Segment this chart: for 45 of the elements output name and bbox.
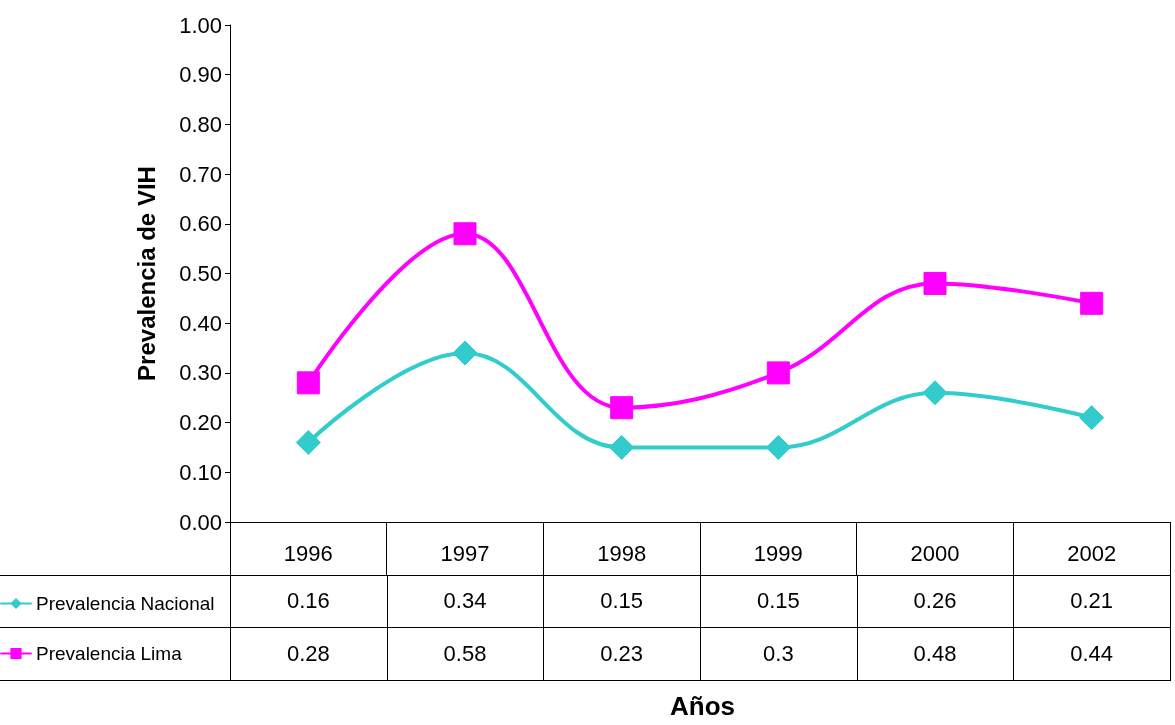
legend-label: Prevalencia Nacional xyxy=(36,593,215,614)
data-label: 0.15 xyxy=(700,575,858,628)
data-label: 0.16 xyxy=(230,575,388,628)
point xyxy=(766,361,790,385)
y-tick-label: 0.30 xyxy=(179,360,222,386)
y-tick-label: 0.10 xyxy=(179,459,222,485)
y-tick-label: 0.80 xyxy=(179,111,222,137)
point xyxy=(453,222,477,246)
legend-label: Prevalencia Lima xyxy=(36,643,183,664)
x-tick-label: 2000 xyxy=(910,540,960,566)
data-label: 0.48 xyxy=(856,628,1015,681)
y-tick-label: 0.70 xyxy=(179,161,222,187)
data-label: 0.34 xyxy=(386,575,545,628)
data-label: 0.58 xyxy=(386,628,545,681)
y-tick-label: 0.20 xyxy=(179,410,222,436)
x-tick-label: 1998 xyxy=(597,540,647,566)
data-label: 0.23 xyxy=(543,628,701,681)
data-label: 0.21 xyxy=(1013,575,1171,628)
data-label: 0.26 xyxy=(856,575,1015,628)
x-tick-label: 1996 xyxy=(283,540,333,566)
y-tick-label: 1.00 xyxy=(179,12,222,38)
point xyxy=(609,434,635,460)
y-tick-label: 0.50 xyxy=(179,261,222,286)
y-axis-title: Prevalencia de VIH xyxy=(132,166,160,381)
text: Años xyxy=(670,691,735,721)
y-tick-label: 0.60 xyxy=(179,211,222,237)
data-label: 0.15 xyxy=(543,575,701,628)
point xyxy=(1080,291,1104,315)
data-label: 0.3 xyxy=(700,628,858,681)
point xyxy=(295,429,321,455)
x-tick-label: 1999 xyxy=(753,540,803,566)
y-tick-label: 0.40 xyxy=(179,310,222,336)
data-label: 0.44 xyxy=(1013,628,1171,681)
x-tick-label: 1997 xyxy=(440,540,490,566)
point xyxy=(296,371,320,395)
point xyxy=(452,340,478,366)
y-tick-label: 0.90 xyxy=(179,62,222,88)
point xyxy=(1079,405,1105,431)
x-tick-label: 2002 xyxy=(1067,540,1117,566)
y-tick-label: 0.00 xyxy=(179,509,222,535)
point xyxy=(610,396,634,420)
data-label: 0.28 xyxy=(230,628,388,681)
point xyxy=(923,271,947,295)
point xyxy=(765,434,791,460)
point xyxy=(922,380,948,406)
